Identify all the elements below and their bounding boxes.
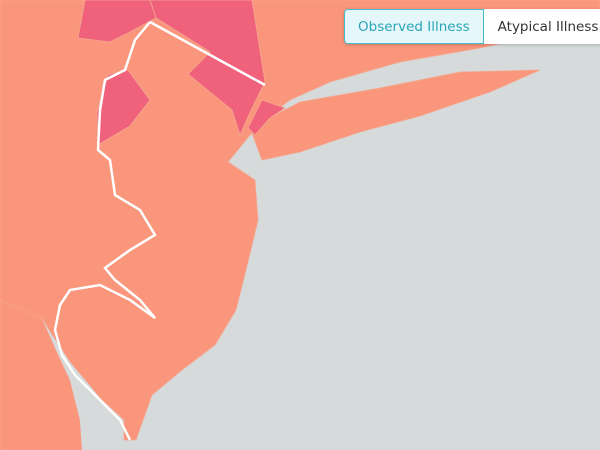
highlight-counties <box>77 0 286 146</box>
illness-toggle: Observed Illness Atypical Illness <box>344 9 600 44</box>
state-borders <box>53 20 266 441</box>
border <box>53 21 157 441</box>
toggle-option[interactable]: Observed Illness <box>344 9 484 44</box>
toggle-option[interactable]: Atypical Illness <box>497 19 599 35</box>
county <box>77 0 157 43</box>
border <box>149 20 266 87</box>
long-island <box>249 69 541 161</box>
county <box>96 69 151 146</box>
county <box>149 0 266 137</box>
county <box>247 99 286 136</box>
